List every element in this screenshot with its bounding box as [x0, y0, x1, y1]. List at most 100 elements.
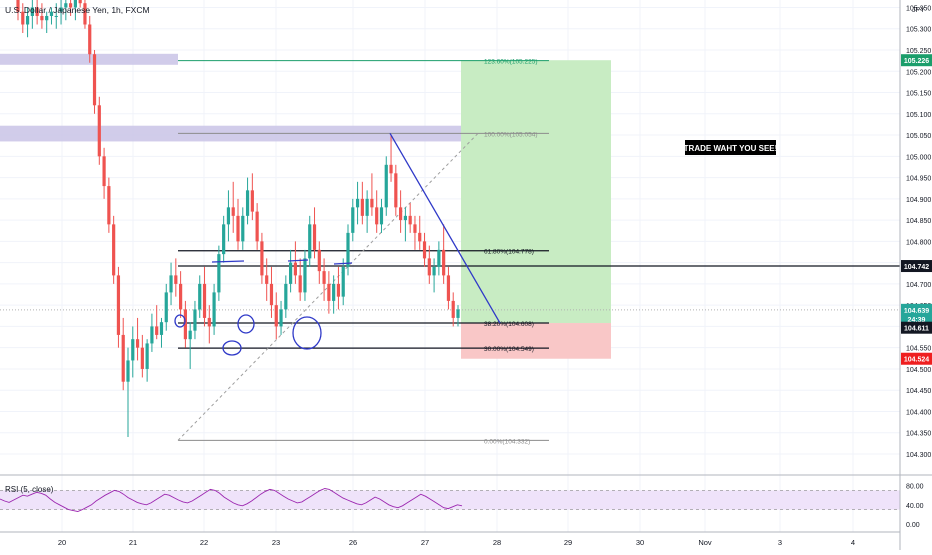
price-badge-label: 104.524	[904, 357, 929, 364]
candle-body	[437, 249, 441, 267]
candle-body	[442, 249, 446, 276]
annotation-text: TRADE WAHT YOU SEE!	[684, 144, 778, 153]
candle-body	[69, 3, 73, 8]
candle-body	[341, 266, 345, 297]
supply-zone	[0, 53, 178, 65]
candle-body	[107, 186, 111, 225]
candle-body	[279, 309, 283, 327]
price-tick-label: 104.900	[906, 197, 931, 204]
candle-body	[126, 360, 130, 382]
chart-title: U.S. Dollar / Japanese Yen, 1h, FXCM	[5, 5, 150, 15]
hand-mark	[287, 259, 309, 262]
candle-body	[140, 347, 144, 369]
rsi-title: RSI (5, close)	[5, 485, 54, 494]
candle-body	[16, 0, 20, 12]
candle-body	[92, 54, 97, 106]
candle-body	[217, 254, 221, 293]
price-badge-label: 105.226	[904, 58, 929, 65]
candle-body	[97, 105, 101, 157]
price-badge	[901, 352, 932, 365]
price-tick-label: 104.300	[906, 452, 931, 459]
time-tick-label: Nov	[698, 538, 712, 547]
time-tick-label: 22	[200, 538, 208, 547]
rsi-pane	[0, 488, 900, 512]
price-tick-label: 104.800	[906, 239, 931, 246]
candle-body	[49, 11, 54, 16]
highlight-circle	[292, 316, 322, 350]
loss-zone	[461, 323, 611, 359]
price-tick-label: 104.450	[906, 388, 931, 395]
time-tick-label: 20	[58, 538, 66, 547]
candle-body	[155, 326, 159, 335]
currency-label: JPY	[912, 7, 925, 14]
highlight-circle	[174, 314, 186, 328]
candle-body	[231, 207, 235, 216]
fibonacci-retracement: 123.60%(105.225) 100.00%(105.054) 61.80%(1…	[0, 59, 900, 445]
candle-body	[202, 283, 207, 318]
hand-mark	[211, 260, 245, 263]
candle-body	[408, 215, 412, 225]
candle-body	[135, 339, 140, 348]
candle-body	[112, 224, 116, 276]
candle-body	[54, 15, 58, 17]
candle-body	[40, 15, 44, 21]
candle-body	[451, 300, 455, 318]
candle-body	[236, 215, 240, 242]
candle-body	[360, 198, 364, 216]
candle-body	[255, 211, 259, 242]
price-tick-label: 104.400	[906, 409, 931, 416]
hand-mark	[333, 262, 353, 265]
candle-body	[188, 330, 192, 340]
price-tick-label: 105.350	[906, 5, 931, 12]
price-tick-label: 105.100	[906, 112, 931, 119]
time-tick-label: 30	[636, 538, 644, 547]
rsi-tick-label: 0.00	[906, 522, 920, 529]
candle-body	[45, 15, 49, 21]
fib-level-label: 123.60%(105.225)	[484, 59, 538, 66]
candle-body	[250, 190, 254, 212]
price-tick-label: 104.850	[906, 218, 931, 225]
price-tick-label: 105.200	[906, 69, 931, 76]
price-badge-label: 104.639	[904, 308, 929, 315]
candle-body	[145, 343, 149, 369]
price-tick-label: 105.000	[906, 154, 931, 161]
candle-body	[21, 11, 25, 25]
candle-body	[403, 215, 407, 221]
price-badge-label: 104.611	[904, 326, 929, 333]
candle-body	[102, 156, 106, 187]
price-tick-label: 105.300	[906, 27, 931, 34]
price-tick-label: 105.150	[906, 91, 931, 98]
long-position-tool	[461, 60, 611, 359]
time-tick-label: 26	[349, 538, 357, 547]
annotation-box[interactable]: TRADE WAHT YOU SEE!	[684, 140, 778, 155]
chart-grid	[0, 0, 900, 532]
time-tick-label: 21	[129, 538, 137, 547]
candle-body	[245, 190, 250, 216]
candle-body	[308, 224, 312, 259]
price-tick-label: 104.550	[906, 346, 931, 353]
candle-body	[30, 7, 34, 16]
candle-body	[379, 207, 384, 225]
candle-body	[413, 224, 417, 233]
candle-body	[73, 0, 77, 8]
candle-body	[370, 198, 374, 208]
fib-level-label: 0.00%(104.332)	[484, 438, 530, 445]
candle-body	[298, 275, 302, 293]
candle-body	[25, 15, 30, 25]
fib-level-label: 38.20%(104.608)	[484, 321, 534, 328]
rsi-line	[0, 488, 463, 512]
candle-body	[384, 164, 388, 208]
time-tick-label: 27	[421, 538, 429, 547]
price-tick-label: 104.350	[906, 431, 931, 438]
time-tick-label: 23	[272, 538, 280, 547]
candle-body	[346, 232, 350, 267]
candle-body	[312, 224, 317, 250]
price-badge	[901, 321, 932, 334]
price-tick-label: 105.050	[906, 133, 931, 140]
price-badge	[901, 260, 932, 273]
candle-body	[260, 241, 264, 276]
candles	[16, 0, 460, 437]
